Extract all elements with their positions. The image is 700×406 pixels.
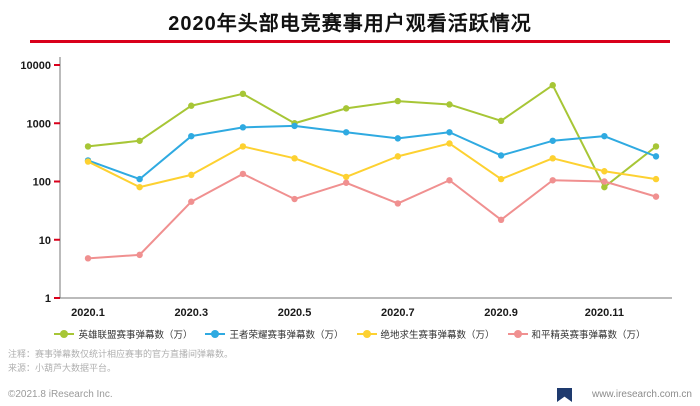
title-underline [30,40,670,43]
legend-item: 和平精英赛事弹幕数（万） [507,327,646,341]
iresearch-ribbon-icon [557,388,572,402]
legend-item: 王者荣耀赛事弹幕数（万） [205,327,344,341]
svg-text:1000: 1000 [27,118,51,130]
website-url: www.iresearch.com.cn [591,389,692,400]
legend-item: 英雄联盟赛事弹幕数（万） [54,327,192,341]
legend-label: 和平精英赛事弹幕数（万） [531,330,646,341]
svg-text:2020.5: 2020.5 [278,307,312,319]
legend-label: 绝地求生赛事弹幕数（万） [380,330,495,341]
legend-item: 绝地求生赛事弹幕数（万） [356,327,495,341]
svg-text:2020.9: 2020.9 [484,307,518,319]
page-title: 2020年头部电竞赛事用户观看活跃情况 [168,13,532,35]
legend-label: 王者荣耀赛事弹幕数（万） [229,330,344,341]
note-line-2: 来源：小葫芦大数据平台。 [8,362,117,373]
svg-text:10: 10 [39,235,51,247]
svg-text:2020.7: 2020.7 [381,307,415,319]
line-chart: 1 10 100 1000 10000 2020.1 2020.3 2020.5 2020.7 2… [20,57,672,319]
copyright-text: ©2021.8 iResearch Inc. [8,389,113,400]
legend-marker-icon [356,330,377,338]
legend-marker-icon [205,330,226,338]
legend-label: 英雄联盟赛事弹幕数（万） [78,330,193,341]
chart-notes: 注释：赛事弹幕数仅统计相应赛事的官方直播间弹幕数。 来源：小葫芦大数据平台。 [8,348,233,376]
note-line-1: 注释：赛事弹幕数仅统计相应赛事的官方直播间弹幕数。 [8,349,234,359]
svg-text:2020.3: 2020.3 [174,307,208,319]
legend-marker-icon [507,330,528,338]
svg-text:2020.11: 2020.11 [585,307,624,319]
legend: 英雄联盟赛事弹幕数（万） 王者荣耀赛事弹幕数（万） 绝地求生赛事弹幕数（万） 和平精英… [0,327,700,341]
svg-text:100: 100 [33,177,51,189]
svg-text:2020.1: 2020.1 [71,307,105,319]
legend-marker-icon [54,330,75,338]
svg-text:10000: 10000 [20,60,51,72]
svg-text:1: 1 [45,293,51,305]
